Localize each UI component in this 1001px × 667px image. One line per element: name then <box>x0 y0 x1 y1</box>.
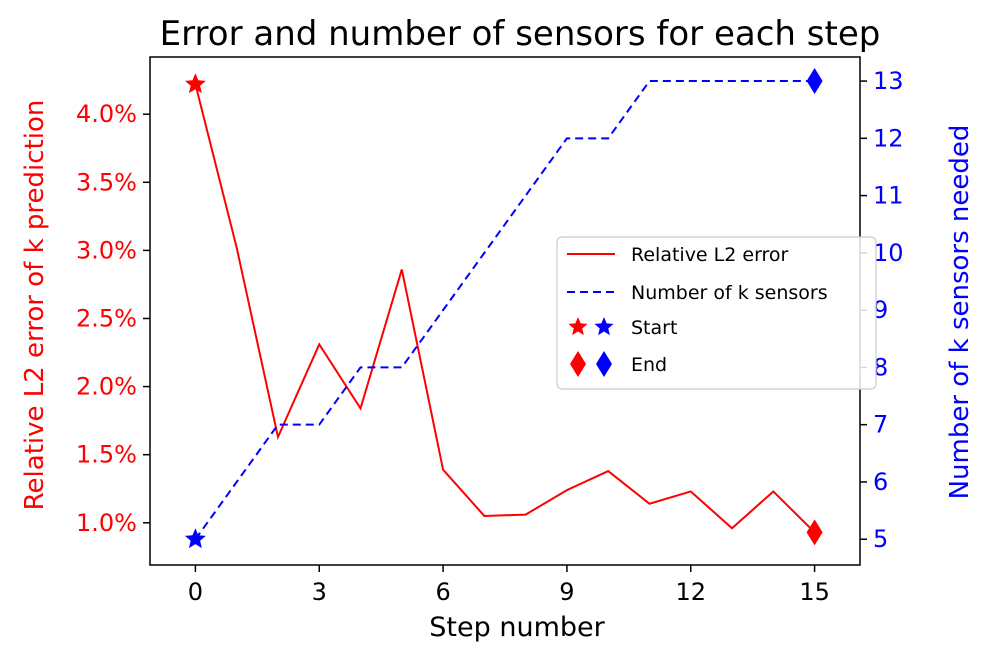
x-axis-label: Step number <box>429 612 605 643</box>
right-y-tick-label: 12 <box>873 124 904 152</box>
left-y-tick-label: 2.0% <box>76 373 137 401</box>
right-y-tick-label: 8 <box>873 353 888 381</box>
left-y-axis: 1.0% 1.5% 2.0% 2.5% 3.0% 3.5% 4.0% <box>76 100 150 537</box>
legend: Relative L2 error Number of k sensors Star… <box>556 236 877 390</box>
series-line-relative-l2-error <box>194 83 816 534</box>
series-line-number-of-k-sensors <box>194 80 815 540</box>
left-y-tick-label: 3.0% <box>76 236 137 264</box>
x-tick-label: 15 <box>799 578 830 606</box>
x-tick-label: 3 <box>312 578 327 606</box>
legend-entry-label: Relative L2 error <box>631 244 789 266</box>
x-tick-label: 0 <box>188 578 203 606</box>
right-y-tick-label: 9 <box>873 296 888 324</box>
end-marker <box>806 68 823 95</box>
legend-swatch-end-blue <box>596 351 612 377</box>
left-y-axis-label: Relative L2 error of k prediction <box>20 100 50 511</box>
x-axis: 0 3 6 9 12 15 <box>188 565 830 606</box>
right-y-axis-label: Number of k sensors needed <box>945 125 975 500</box>
right-y-tick-label: 6 <box>873 468 888 496</box>
left-y-tick-label: 4.0% <box>76 100 137 128</box>
x-tick-label: 12 <box>675 578 706 606</box>
left-y-tick-label: 1.0% <box>76 509 137 537</box>
start-marker <box>184 73 206 94</box>
end-marker <box>806 519 823 546</box>
left-y-tick-label: 1.5% <box>76 441 137 469</box>
legend-entry-label: Number of k sensors <box>631 282 828 304</box>
x-tick-label: 6 <box>435 578 450 606</box>
x-tick-label: 9 <box>559 578 574 606</box>
right-y-tick-label: 13 <box>873 67 904 95</box>
left-y-tick-label: 3.5% <box>76 168 137 196</box>
legend-entry-label: End <box>631 354 667 376</box>
right-y-tick-label: 11 <box>873 182 904 210</box>
right-y-tick-label: 5 <box>873 525 888 553</box>
right-y-axis: 5 6 7 8 9 10 11 12 13 <box>860 67 904 553</box>
left-y-tick-label: 2.5% <box>76 304 137 332</box>
legend-entry-label: Start <box>631 317 677 339</box>
start-marker <box>184 528 206 549</box>
legend-swatch-start-blue <box>594 317 614 336</box>
legend-swatch-end-red <box>570 351 586 377</box>
right-y-tick-label: 10 <box>873 239 904 267</box>
right-y-tick-label: 7 <box>873 411 888 439</box>
legend-swatch-start-red <box>568 317 588 336</box>
legend-box <box>556 236 877 390</box>
plot-area <box>184 68 823 549</box>
chart-title: Error and number of sensors for each ste… <box>160 14 881 54</box>
